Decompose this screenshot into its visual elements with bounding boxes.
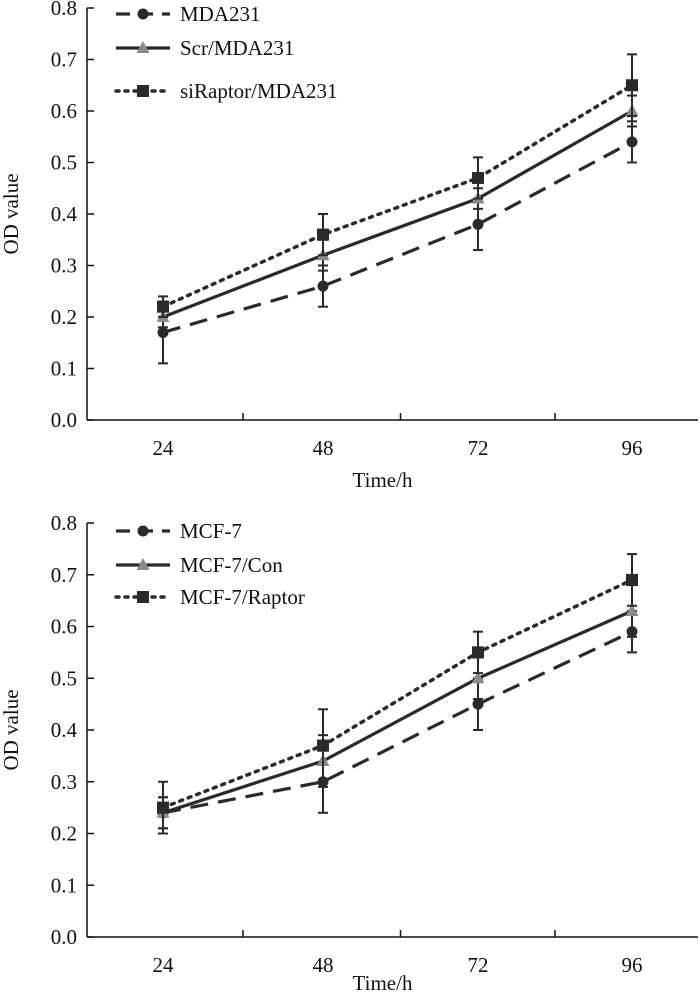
legend-marker xyxy=(136,558,150,570)
series-mcf-7-raptor xyxy=(157,553,638,835)
legend-label: MCF-7 xyxy=(180,519,242,543)
series-siraptor-mda231 xyxy=(157,53,638,318)
x-axis-title: Time/h xyxy=(353,468,413,492)
x-tick-label: 48 xyxy=(313,953,334,977)
legend-label: siRaptor/MDA231 xyxy=(180,79,338,103)
y-tick-label: 0.4 xyxy=(51,202,78,226)
series-mcf-7-con xyxy=(156,584,639,830)
data-point xyxy=(317,280,329,292)
series-line xyxy=(162,609,633,815)
legend-label: Scr/MDA231 xyxy=(180,36,294,60)
data-point xyxy=(157,300,169,313)
legend-item: MCF-7/Raptor xyxy=(114,585,305,609)
legend-marker xyxy=(137,85,149,97)
y-tick-label: 0.6 xyxy=(51,99,77,123)
series-mda231 xyxy=(157,120,638,365)
y-tick-label: 0.5 xyxy=(51,151,77,175)
legend-label: MCF-7/Raptor xyxy=(180,585,305,609)
y-tick-label: 0.4 xyxy=(51,718,78,742)
series-line xyxy=(162,140,633,334)
y-tick-label: 0.8 xyxy=(51,511,77,535)
y-tick-label: 0.5 xyxy=(51,666,77,690)
y-tick-label: 0.7 xyxy=(51,563,77,587)
y-axis-title: OD value xyxy=(0,173,23,254)
data-point xyxy=(625,603,639,616)
series-line xyxy=(161,83,634,309)
chart-bottom-mcf7: 0.0 0.1 0.2 0.3 0.4 0.5 0.6 0.7 0.8 24 48 72 96 Time/… xyxy=(0,511,698,995)
data-point xyxy=(157,801,169,814)
y-tick-label: 0.2 xyxy=(51,305,77,329)
data-point xyxy=(472,218,484,230)
y-tick-label: 0.3 xyxy=(51,770,77,794)
legend-marker xyxy=(137,591,149,603)
y-tick-label: 0.2 xyxy=(51,822,77,846)
y-tick-label: 0.1 xyxy=(51,357,77,381)
y-tick-label: 0.1 xyxy=(51,873,77,897)
legend-item: MDA231 xyxy=(116,2,261,26)
x-tick-label: 72 xyxy=(468,436,489,460)
series-line xyxy=(162,109,633,319)
y-tick-label: 0.8 xyxy=(51,0,77,20)
legend-marker xyxy=(137,8,149,20)
series-line xyxy=(162,630,633,815)
y-tick-label: 0.0 xyxy=(51,925,77,949)
data-point xyxy=(626,136,638,148)
legend-item: MCF-7 xyxy=(116,519,242,543)
y-axis-title: OD value xyxy=(0,689,23,770)
legend-marker xyxy=(136,41,150,53)
chart-top-mda231: 0.0 0.1 0.2 0.3 0.4 0.5 0.6 0.7 0.8 24 48 72 96 Time/… xyxy=(0,0,698,492)
y-tick-label: 0.7 xyxy=(51,48,77,72)
legend-item: MCF-7/Con xyxy=(116,553,283,577)
legend-item: siRaptor/MDA231 xyxy=(114,79,338,103)
data-point xyxy=(626,79,638,92)
series-scr-mda231 xyxy=(156,94,639,329)
series-line xyxy=(161,578,634,810)
data-point xyxy=(471,671,485,684)
data-point xyxy=(472,171,484,184)
x-tick-label: 48 xyxy=(313,436,334,460)
legend-label: MDA231 xyxy=(180,2,261,26)
y-tick-label: 0.0 xyxy=(51,408,77,432)
y-tick-label: 0.6 xyxy=(51,615,77,639)
x-tick-label: 24 xyxy=(153,436,175,460)
x-tick-label: 96 xyxy=(622,436,643,460)
y-tick-label: 0.3 xyxy=(51,254,77,278)
x-tick-label: 72 xyxy=(468,953,489,977)
legend-item: Scr/MDA231 xyxy=(116,36,294,60)
x-tick-label: 96 xyxy=(622,953,643,977)
data-point xyxy=(157,326,169,338)
x-axis-title: Time/h xyxy=(353,971,413,995)
legend-label: MCF-7/Con xyxy=(180,553,283,577)
legend-marker xyxy=(137,525,149,537)
data-point xyxy=(472,698,484,710)
x-tick-label: 24 xyxy=(153,953,175,977)
data-point xyxy=(472,646,484,659)
data-point xyxy=(317,228,329,241)
data-point xyxy=(317,739,329,752)
data-point xyxy=(626,573,638,586)
